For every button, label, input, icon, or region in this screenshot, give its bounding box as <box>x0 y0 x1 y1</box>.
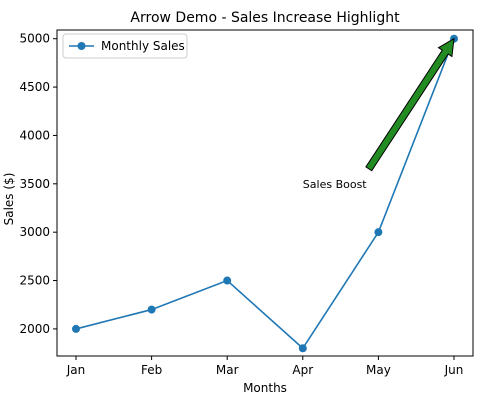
data-point <box>298 344 307 353</box>
y-tick-label: 4500 <box>19 80 50 94</box>
x-tick-label: Feb <box>141 363 162 377</box>
data-point <box>147 305 156 314</box>
y-axis-label: Sales ($) <box>2 173 16 226</box>
legend: Monthly Sales <box>62 33 188 59</box>
y-tick-label: 5000 <box>19 32 50 46</box>
y-tick-label: 4000 <box>19 128 50 142</box>
data-point <box>374 228 383 237</box>
plot-frame <box>56 29 474 357</box>
chart-title: Arrow Demo - Sales Increase Highlight <box>130 10 400 26</box>
x-axis-label: Months <box>243 381 287 395</box>
x-tick-label: May <box>366 363 391 377</box>
data-point <box>223 276 232 285</box>
annotation-arrow <box>365 37 455 172</box>
plot-area: Jan Feb Mar Apr May Jun 2000 2500 3000 3500 4000 45… <box>19 29 474 377</box>
x-tick-label: Apr <box>292 363 313 377</box>
y-tick-label: 2500 <box>19 274 50 288</box>
y-tick-label: 3500 <box>19 177 50 191</box>
annotation-label: Sales Boost <box>303 178 368 191</box>
y-tick-label: 3000 <box>19 225 50 239</box>
legend-marker <box>77 42 86 50</box>
x-tick-label: Jan <box>66 363 86 377</box>
x-tick-label: Jun <box>444 363 464 377</box>
series-line <box>75 38 455 350</box>
data-point <box>72 324 80 333</box>
x-tick-label: Mar <box>216 363 239 377</box>
legend-label: Monthly Sales <box>101 39 185 53</box>
y-tick-label: 2000 <box>19 322 50 336</box>
legend-box <box>62 33 188 59</box>
